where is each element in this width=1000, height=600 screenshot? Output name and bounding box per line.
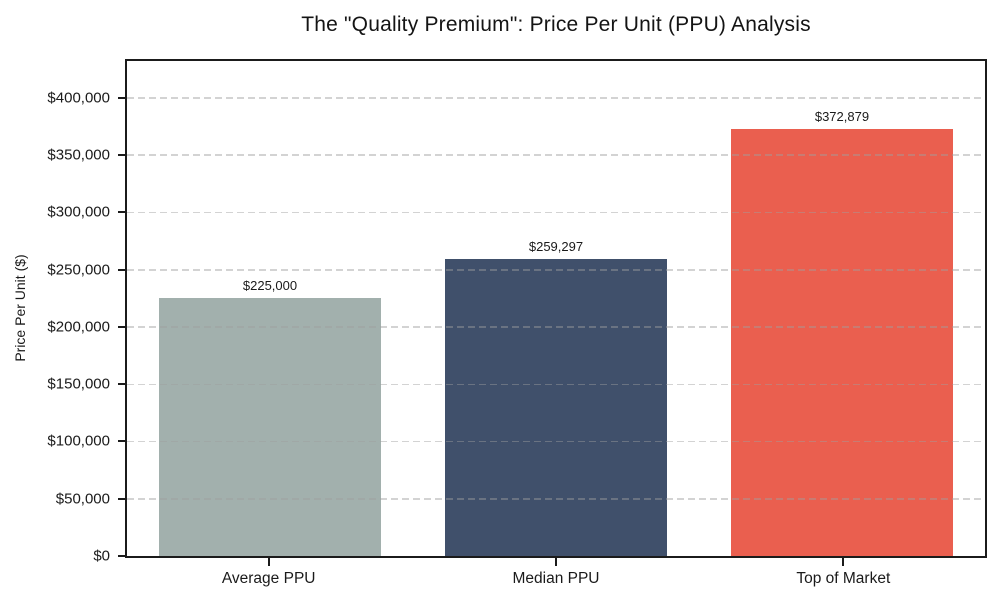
y-tick-label: $100,000 (47, 432, 110, 450)
bar-value-label: $372,879 (814, 108, 870, 124)
y-tick-label: $50,000 (55, 490, 110, 508)
x-tick-mark (842, 558, 845, 566)
y-tick-mark (118, 497, 127, 500)
y-tick-label: $300,000 (47, 203, 110, 221)
bar-value-label: $225,000 (242, 278, 298, 294)
y-tick-mark (118, 325, 127, 328)
y-tick-label: $350,000 (47, 146, 110, 164)
x-tick-label: Top of Market (796, 570, 891, 587)
x-tick-label: Median PPU (512, 570, 600, 587)
y-axis: $0 $50,000 $100,000 $150,000 $200,000 $250,00… (0, 61, 127, 565)
bar-value-label: $259,297 (528, 238, 584, 254)
x-category: Top of Market (700, 558, 987, 598)
x-category: Average PPU (125, 558, 412, 598)
y-tick-label: $400,000 (47, 89, 110, 107)
x-tick-mark (554, 558, 557, 566)
y-tick-label: $0 (93, 547, 110, 565)
y-tick-label: $150,000 (47, 375, 110, 393)
bar-group: $372,879 (699, 61, 985, 556)
y-tick-mark (118, 383, 127, 386)
x-category: Median PPU (412, 558, 699, 598)
plot-area: $225,000 $259,297 $372,879 (125, 59, 987, 558)
y-tick-label: $250,000 (47, 261, 110, 279)
y-tick-mark (118, 268, 127, 271)
y-tick-mark (118, 96, 127, 99)
y-tick-mark (118, 555, 127, 557)
bar-group: $225,000 (127, 61, 413, 556)
bar (731, 128, 953, 556)
x-axis: Average PPU Median PPU Top of Market (125, 558, 987, 598)
y-tick-mark (118, 153, 127, 156)
bars-container: $225,000 $259,297 $372,879 (127, 61, 985, 556)
chart-title: The "Quality Premium": Price Per Unit (P… (301, 13, 811, 36)
y-tick-mark (118, 440, 127, 443)
bar (159, 298, 381, 556)
x-tick-mark (267, 558, 270, 566)
bar-group: $259,297 (413, 61, 699, 556)
y-tick-mark (118, 211, 127, 214)
x-tick-label: Average PPU (221, 570, 316, 587)
y-tick-label: $200,000 (47, 318, 110, 336)
bar (445, 258, 667, 556)
